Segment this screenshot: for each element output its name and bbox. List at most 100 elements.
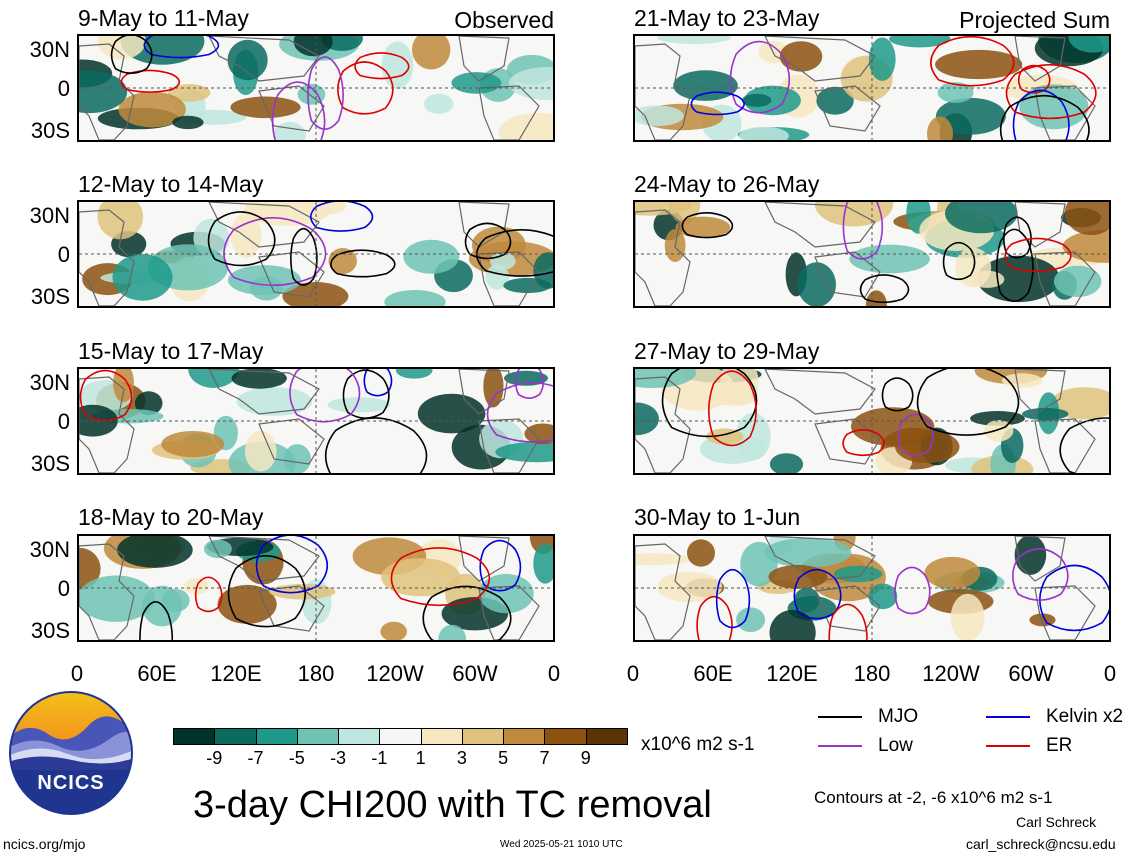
contour-line: [486, 382, 553, 443]
coastline: [814, 85, 881, 132]
contour-line: [227, 555, 307, 628]
coastline: [635, 209, 691, 306]
anomaly-blob: [868, 583, 898, 610]
anomaly-blob: [970, 411, 1025, 426]
anomaly-blob: [769, 453, 804, 473]
colorbar-swatch: [338, 728, 381, 745]
anomaly-blob: [172, 115, 204, 130]
colorbar-units: x10^6 m2 s-1: [641, 734, 755, 755]
colorbar-label: 5: [498, 748, 509, 768]
logo-text: NCICS: [37, 772, 105, 794]
legend-label-low: Low: [878, 735, 913, 756]
coastline: [635, 543, 691, 640]
anomaly-blob: [1014, 536, 1047, 575]
anomaly-blob: [485, 264, 510, 290]
anomaly-blob: [231, 369, 287, 389]
anomaly-blob: [250, 276, 283, 301]
anomaly-blob: [297, 83, 326, 105]
coastline: [635, 43, 691, 140]
coastline: [1034, 85, 1096, 140]
coastline: [458, 36, 510, 82]
anomaly-blob: [273, 121, 306, 140]
anomaly-blob: [161, 431, 225, 458]
contour-line: [696, 595, 733, 640]
panel-title: 18-May to 20-May: [78, 504, 264, 530]
lat-label: 0: [57, 242, 70, 267]
footer-author: Carl Schreck: [1016, 814, 1097, 830]
coastline: [764, 36, 876, 82]
footer-timestamp: Wed 2025-05-21 1010 UTC: [500, 839, 623, 850]
contour-line: [255, 536, 329, 594]
contour-line: [1012, 548, 1069, 601]
anomaly-blob: [395, 369, 433, 379]
main-title: 3-day CHI200 with TC removal: [193, 784, 712, 826]
coastline: [764, 536, 876, 582]
coastline: [478, 585, 540, 640]
anomaly-blob: [635, 553, 691, 566]
anomaly-blob: [203, 539, 232, 559]
coastline: [79, 543, 135, 640]
anomaly-blob: [889, 36, 951, 48]
map-panel: [633, 534, 1111, 642]
contour-line: [828, 603, 868, 640]
anomaly-blob: [675, 216, 731, 238]
anomaly-blob: [635, 402, 659, 436]
ncics-logo: NCICS: [8, 690, 134, 816]
anomaly-blob: [412, 36, 451, 70]
anomaly-blob: [168, 84, 211, 102]
map-panel: [633, 200, 1111, 308]
anomaly-blob: [424, 93, 454, 114]
anomaly-blob: [524, 423, 553, 445]
colorbar-label: -9: [206, 748, 223, 768]
anomaly-blob: [687, 539, 715, 567]
coastline: [1034, 418, 1096, 473]
anomaly-blob: [117, 536, 193, 568]
contour-line: [690, 91, 745, 116]
anomaly-blob: [849, 244, 930, 274]
contour-line: [307, 56, 344, 130]
er-legend-line: [986, 745, 1030, 747]
coastline: [1034, 585, 1096, 640]
contour-line: [842, 202, 884, 260]
contour-line: [894, 566, 931, 615]
anomaly-blob: [1064, 202, 1109, 235]
contour-line: [223, 217, 327, 287]
coastline: [208, 536, 320, 582]
contour-line: [342, 369, 390, 419]
anomaly-blob: [79, 575, 155, 622]
anomaly-blob: [503, 277, 552, 294]
contour-line: [942, 241, 976, 281]
anomaly-blob: [950, 593, 985, 640]
anomaly-blob: [1068, 36, 1109, 53]
anomaly-blob: [113, 369, 134, 403]
anomaly-blob: [945, 202, 1018, 234]
panel-title: 12-May to 14-May: [78, 171, 264, 197]
panel-title: 30-May to 1-Jun: [634, 504, 801, 530]
anomaly-blob: [282, 282, 349, 306]
colorbar-swatch: [379, 728, 422, 745]
anomaly-blob: [451, 72, 502, 94]
anomaly-blob: [498, 112, 553, 140]
coastline: [635, 376, 691, 473]
contour-line: [139, 601, 174, 640]
colorbar: [173, 728, 628, 745]
anomaly-blob: [112, 253, 173, 301]
legend-label-mjo: MJO: [878, 706, 919, 727]
contour-line: [842, 429, 885, 457]
map-panel: [633, 34, 1111, 142]
anomaly-blob: [635, 369, 697, 388]
contour-line: [194, 576, 223, 613]
anomaly-blob: [741, 93, 772, 107]
map-panel: [77, 34, 555, 142]
lon-label: 120E: [766, 661, 818, 686]
contour-line: [1004, 237, 1072, 272]
colorbar-label: -1: [371, 748, 388, 768]
coastline: [258, 585, 325, 632]
coastline: [258, 418, 325, 465]
contour-line: [271, 81, 326, 140]
contour-line: [1002, 216, 1032, 259]
colorbar-label: -7: [247, 748, 264, 768]
anomaly-blob: [794, 587, 820, 613]
contour-line: [930, 36, 1015, 87]
contour-line: [390, 547, 491, 606]
